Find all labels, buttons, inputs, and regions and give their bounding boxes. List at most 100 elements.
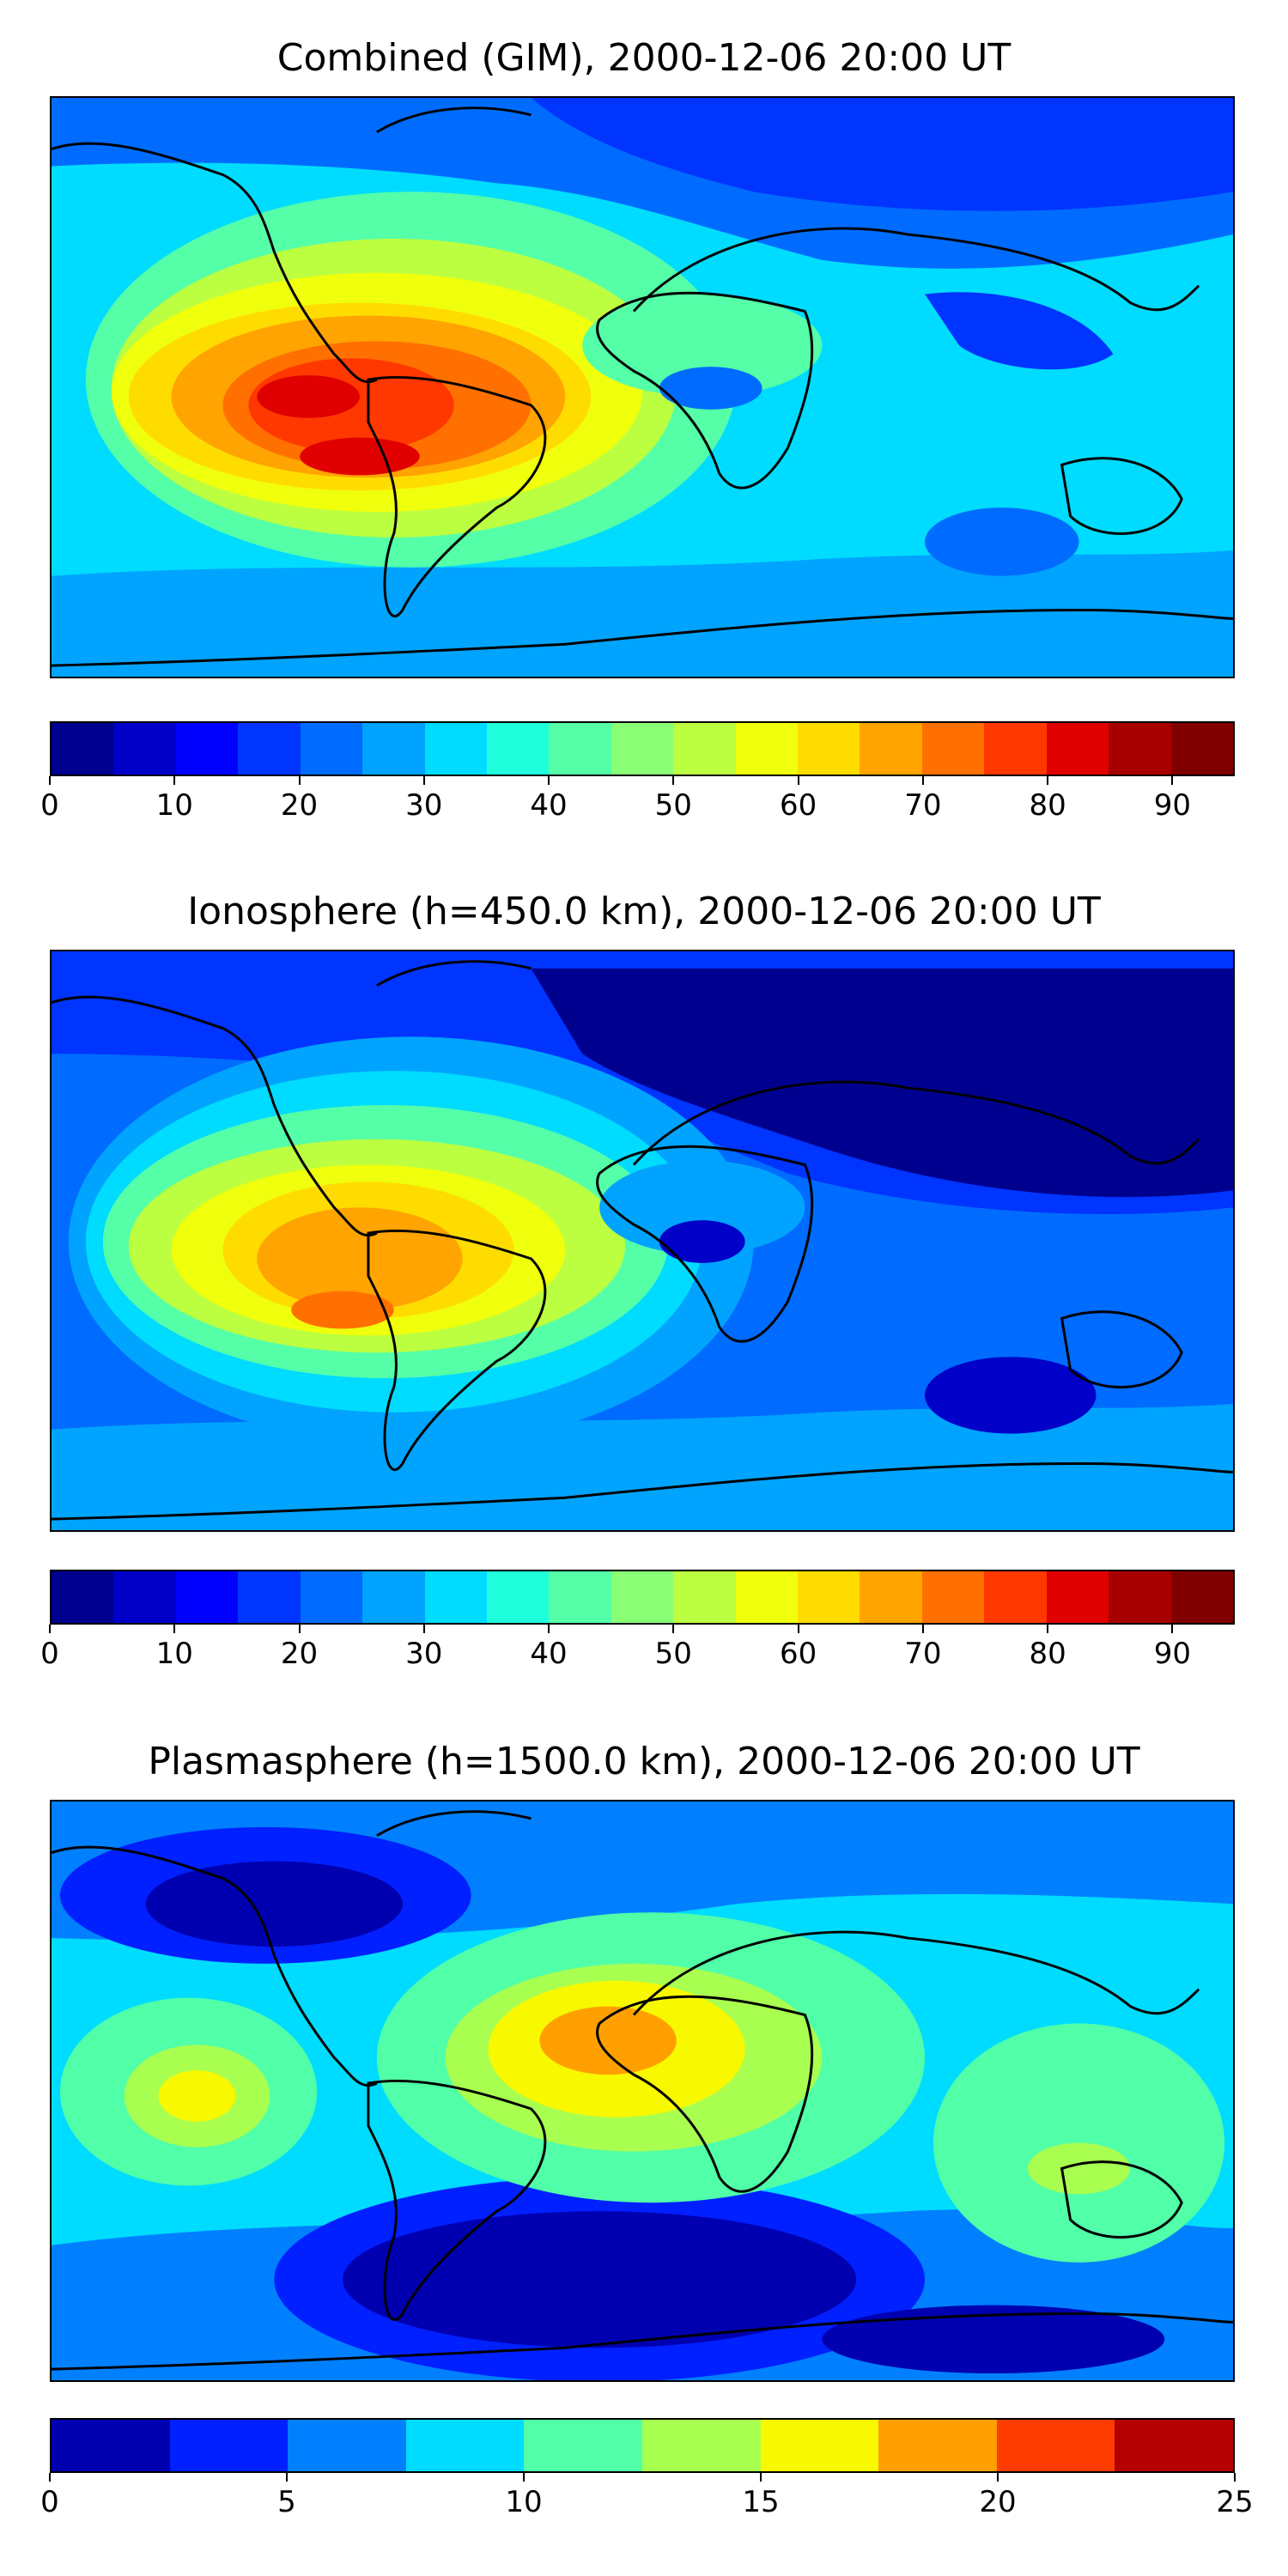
colorbar-tick-label: 50 [654,788,692,823]
colorbar-swatch [860,1571,922,1623]
colorbar-swatch [424,723,487,775]
colorbar-swatch [486,723,550,775]
colorbar-swatch [673,723,736,775]
colorbar-tick [523,2473,525,2482]
colorbar-tick-label: 90 [1153,1637,1191,1671]
colorbar-tick-label: 70 [904,788,942,823]
colorbar-tick-label: 30 [405,788,443,823]
colorbar-swatch [113,723,176,775]
colorbar-swatch [52,2420,170,2471]
colorbar-swatch [798,723,860,775]
colorbar-tick-label: 30 [405,1637,443,1671]
colorbar-tick [797,776,799,785]
colorbar-tick-label: 50 [654,1637,692,1671]
colorbar-tick-label: 60 [779,1637,817,1671]
colorbar-tick-label: 90 [1153,788,1191,823]
colorbar-swatch [860,723,922,775]
colorbar-combined [50,721,1235,776]
map-panel-combined [50,96,1235,678]
colorbar-swatch [549,723,611,775]
colorbar-tick-label: 20 [280,1637,319,1671]
colorbar-tick [548,776,550,785]
panel-title: Ionosphere (h=450.0 km), 2000-12-06 20:0… [187,890,1101,933]
colorbar-tick [921,1625,924,1633]
colorbar-swatch [52,1571,114,1623]
colorbar-swatch [921,1571,985,1623]
tec-contour-map [52,98,1233,677]
colorbar-tick [286,2473,288,2482]
colorbar-tick [1234,2473,1236,2482]
colorbar-tick-label: 60 [779,788,817,823]
map-panel-plasmasphere [50,1800,1235,2382]
colorbar-tick [548,1625,550,1633]
colorbar-swatch [984,1571,1047,1623]
colorbar-tick-label: 10 [505,2485,543,2519]
colorbar-tick [49,776,51,785]
colorbar-swatch [175,1571,239,1623]
colorbar-ticks-ionosphere: 0 10 20 30 40 50 60 70 80 90 [40,1625,1235,1676]
colorbar-tick-label: 0 [40,1637,59,1671]
colorbar-tick [672,1625,675,1633]
colorbar-tick [997,2473,999,2482]
colorbar-plasmasphere [50,2418,1235,2473]
colorbar-ticks-combined: 0 10 20 30 40 50 60 70 80 90 [40,776,1235,828]
colorbar-swatch [238,723,301,775]
colorbar-swatch [549,1571,611,1623]
colorbar-swatch [1170,723,1234,775]
map-panel-ionosphere [50,950,1235,1532]
colorbar-tick [173,1625,176,1633]
colorbar-tick [422,1625,425,1633]
colorbar-tick [298,776,301,785]
colorbar-swatch [1046,1571,1109,1623]
tec-contour-map [52,1801,1233,2380]
colorbar-swatch [405,2420,525,2471]
colorbar-swatch [300,1571,363,1623]
colorbar-swatch [52,723,114,775]
colorbar-ionosphere [50,1570,1235,1625]
colorbar-swatch [735,1571,799,1623]
colorbar-tick [797,1625,799,1633]
colorbar-tick [1171,1625,1174,1633]
colorbar-tick [298,1625,301,1633]
colorbar-swatch [169,2420,289,2471]
colorbar-swatch [113,1571,176,1623]
colorbar-swatch [1046,723,1109,775]
colorbar-tick [422,776,425,785]
colorbar-swatch [175,723,239,775]
colorbar-swatch [424,1571,487,1623]
colorbar-tick [173,776,176,785]
colorbar-swatch [641,2420,761,2471]
panel-title: Combined (GIM), 2000-12-06 20:00 UT [276,36,1012,80]
colorbar-swatch [300,723,363,775]
colorbar-tick-label: 25 [1216,2485,1254,2519]
colorbar-swatch [996,2420,1115,2471]
colorbar-tick [760,2473,762,2482]
colorbar-tick-label: 20 [280,788,319,823]
colorbar-tick-label: 5 [277,2485,296,2519]
colorbar-tick [1047,1625,1049,1633]
colorbar-tick-label: 15 [742,2485,780,2519]
colorbar-swatch [362,723,425,775]
colorbar-swatch [798,1571,860,1623]
colorbar-swatch [288,2420,406,2471]
colorbar-tick-label: 70 [904,1637,942,1671]
colorbar-tick-label: 40 [530,788,568,823]
colorbar-swatch [1170,1571,1234,1623]
colorbar-swatch [735,723,799,775]
colorbar-swatch [238,1571,301,1623]
colorbar-tick [49,2473,51,2482]
colorbar-tick-label: 0 [40,788,59,823]
colorbar-swatch [1115,2420,1233,2471]
colorbar-swatch [486,1571,550,1623]
colorbar-tick-label: 80 [1029,1637,1066,1671]
colorbar-swatch [1109,723,1171,775]
colorbar-ticks-plasmasphere: 0 5 10 15 20 25 [40,2473,1254,2524]
colorbar-swatch [878,2420,997,2471]
colorbar-tick-label: 40 [530,1637,568,1671]
colorbar-tick [1171,776,1174,785]
colorbar-swatch [524,2420,642,2471]
colorbar-swatch [984,723,1047,775]
panel-title: Plasmasphere (h=1500.0 km), 2000-12-06 2… [148,1740,1140,1783]
colorbar-tick-label: 80 [1029,788,1066,823]
tec-contour-map [52,951,1233,1530]
